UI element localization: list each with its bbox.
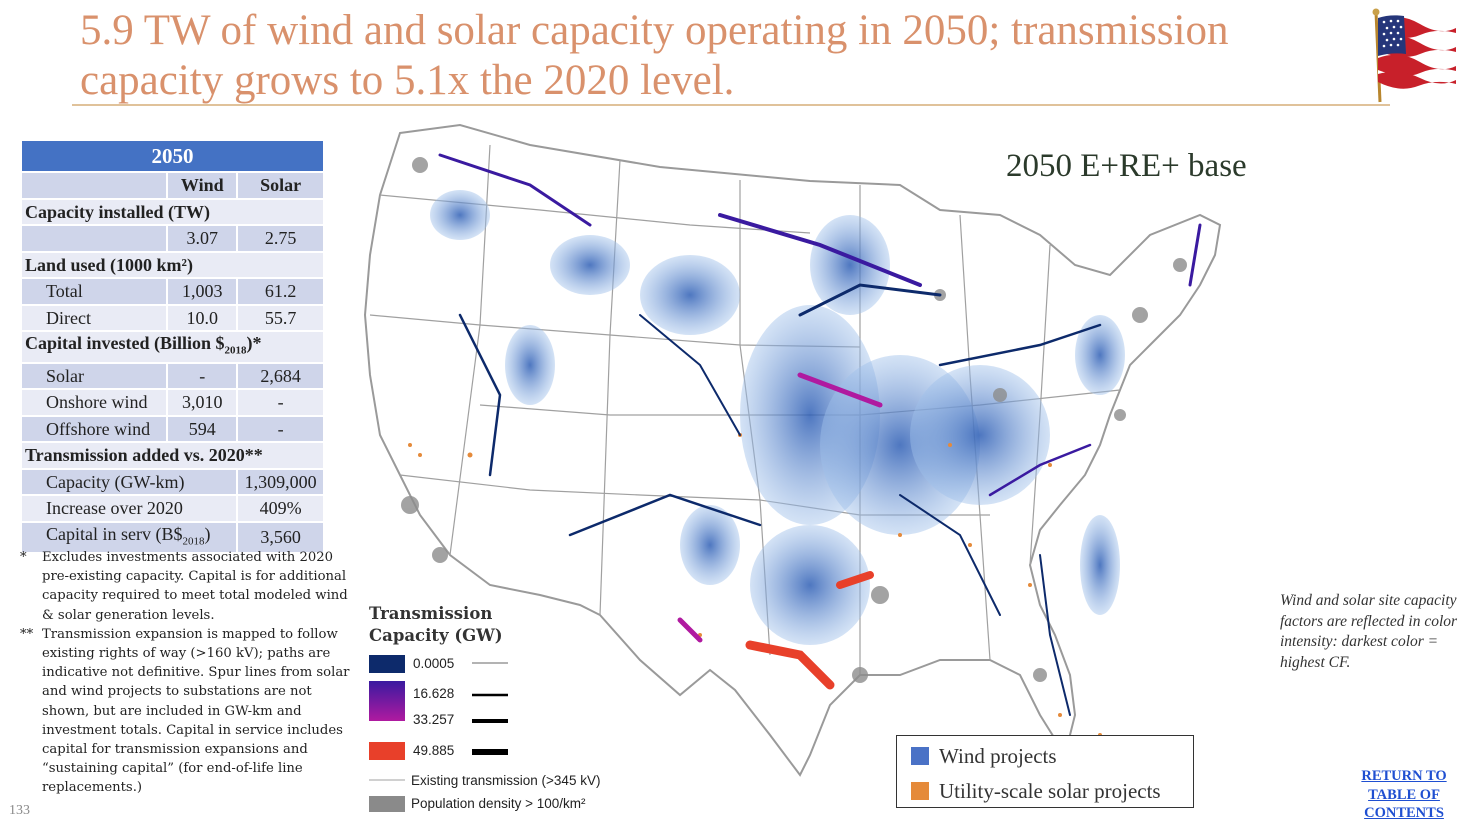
table-row-capital-solar: Solar - 2,684	[19, 361, 325, 391]
slide-title: 5.9 TW of wind and solar capacity operat…	[80, 7, 1229, 104]
table-row-land-total: Total 1,003 61.2	[19, 277, 325, 306]
legend-swatch-1	[369, 655, 405, 673]
capacity-factor-note: Wind and solar site capacity factors are…	[1280, 592, 1458, 671]
legend-population-swatch	[369, 796, 405, 812]
capacity-wind: 3.07	[166, 224, 239, 253]
summary-table: 2050 Wind Solar Capacity installed (TW) …	[19, 139, 325, 555]
table-row-capital-offshore: Offshore wind 594 -	[19, 414, 325, 444]
page-number: 133	[9, 803, 30, 818]
table-row-land-direct: Direct 10.0 55.7	[19, 303, 325, 332]
return-to-toc-link[interactable]: RETURN TO TABLE OF CONTENTS	[1361, 768, 1447, 821]
footnotes: * Excludes investments associated with 2…	[20, 548, 350, 798]
column-header-wind: Wind	[166, 171, 239, 200]
section-transmission: Transmission added vs. 2020**	[20, 441, 325, 470]
legend-value-1: 0.0005	[413, 656, 455, 671]
wind-swatch	[911, 747, 929, 765]
table-row-capital-onshore: Onshore wind 3,010 -	[19, 388, 325, 417]
map-scenario-label: 2050 E+RE+ base	[1006, 148, 1247, 184]
capacity-solar: 2.75	[236, 224, 325, 253]
legend-population-density: Population density > 100/km²	[411, 796, 586, 811]
legend-line-widths	[472, 662, 508, 755]
legend-swatch-gradient	[369, 681, 405, 721]
wind-project-areas	[430, 190, 1125, 645]
table-row-trans-capacity: Capacity (GW-km) 1,309,000	[19, 467, 325, 497]
legend-existing-line	[369, 779, 405, 781]
us-flag-icon	[1372, 8, 1456, 103]
column-header-blank	[19, 171, 169, 200]
table-row-trans-capital: Capital in serv (B$2018) 3,560	[19, 520, 325, 555]
project-legend: Wind projects Utility-scale solar projec…	[896, 735, 1194, 808]
legend-title: Transmission Capacity (GW)	[369, 604, 503, 645]
section-capital: Capital invested (Billion $2018)*	[20, 330, 325, 364]
table-header-year: 2050	[20, 139, 325, 173]
section-capacity: Capacity installed (TW)	[20, 197, 325, 226]
us-map	[363, 123, 1222, 777]
legend-value-3: 33.257	[413, 712, 455, 727]
table-row-capacity: 3.07 2.75	[19, 224, 325, 253]
legend-existing-transmission: Existing transmission (>345 kV)	[411, 773, 601, 788]
column-header-solar: Solar	[236, 171, 325, 200]
footnote-1: * Excludes investments associated with 2…	[20, 550, 348, 623]
legend-swatch-4	[369, 742, 405, 760]
legend-value-2: 16.628	[413, 686, 455, 701]
footnote-2: ** Transmission expansion is mapped to f…	[20, 626, 350, 796]
solar-swatch	[911, 782, 929, 800]
section-land: Land used (1000 km²)	[20, 250, 325, 279]
legend-value-4: 49.885	[413, 743, 455, 758]
title-divider	[72, 104, 1390, 106]
table-row-trans-increase: Increase over 2020 409%	[19, 494, 325, 523]
